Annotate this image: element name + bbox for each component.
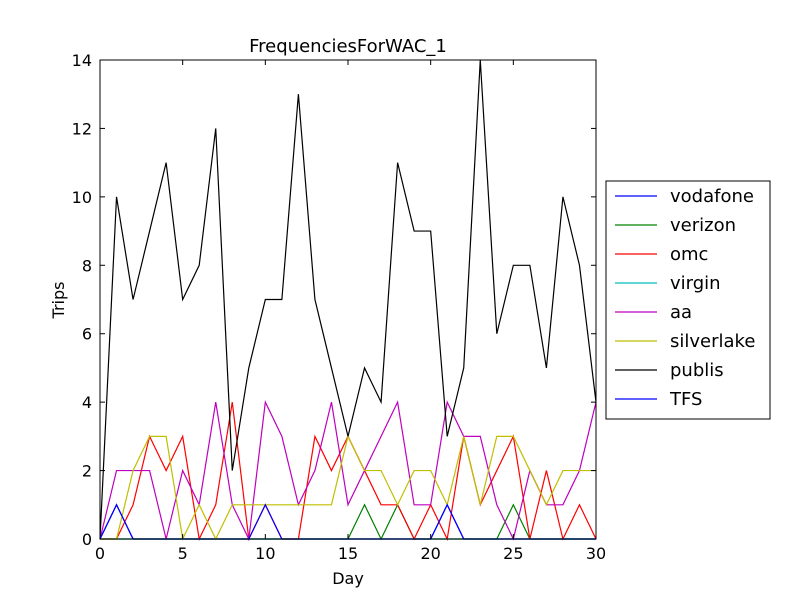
legend-label: omc [670,244,708,265]
y-tick-label: 0 [82,530,92,549]
legend-entry-tfs: TFS [615,389,702,410]
y-axis-ticks: 0 2 4 6 8 10 12 14 [72,51,596,549]
legend-frame [605,180,771,420]
legend-label: publis [670,360,724,381]
x-tick-label: 30 [586,544,606,563]
legend-label: virgin [670,273,721,294]
y-tick-label: 14 [72,51,92,70]
y-axis-label: Trips [49,282,68,320]
legend-entry-vodafone: vodafone [615,186,754,207]
plot-area: 0 5 10 15 20 25 30 0 2 4 6 8 10 12 14 [72,51,607,563]
x-tick-label: 25 [503,544,523,563]
chart-title: FrequenciesForWAC_1 [249,36,447,57]
x-tick-label: 10 [255,544,275,563]
legend-label: verizon [670,215,736,236]
y-tick-label: 8 [82,256,92,275]
y-tick-label: 10 [72,188,92,207]
legend-entry-verizon: verizon [615,215,736,236]
y-tick-label: 4 [82,393,92,412]
x-axis-ticks: 0 5 10 15 20 25 30 [95,60,606,563]
chart-legend: vodafone verizon omc virgin aa silverlake publ… [605,180,771,420]
x-axis-label: Day [332,569,364,588]
legend-entry-aa: aa [615,302,692,323]
x-tick-label: 5 [178,544,188,563]
plot-frame [100,60,596,539]
series-line-publis [99,59,597,540]
y-tick-label: 12 [72,119,92,138]
y-tick-label: 6 [82,325,92,344]
legend-label: vodafone [670,186,754,207]
legend-entry-omc: omc [615,244,708,265]
legend-label: silverlake [670,331,755,352]
y-tick-label: 2 [82,462,92,481]
legend-entry-virgin: virgin [615,273,721,294]
x-tick-label: 15 [338,544,358,563]
x-tick-label: 0 [95,544,105,563]
legend-entry-silverlake: silverlake [615,331,755,352]
x-tick-label: 20 [420,544,440,563]
legend-label: aa [670,302,692,323]
legend-label: TFS [669,389,702,410]
legend-items: vodafone verizon omc virgin aa silverlake publ… [615,186,755,410]
legend-entry-publis: publis [615,360,724,381]
